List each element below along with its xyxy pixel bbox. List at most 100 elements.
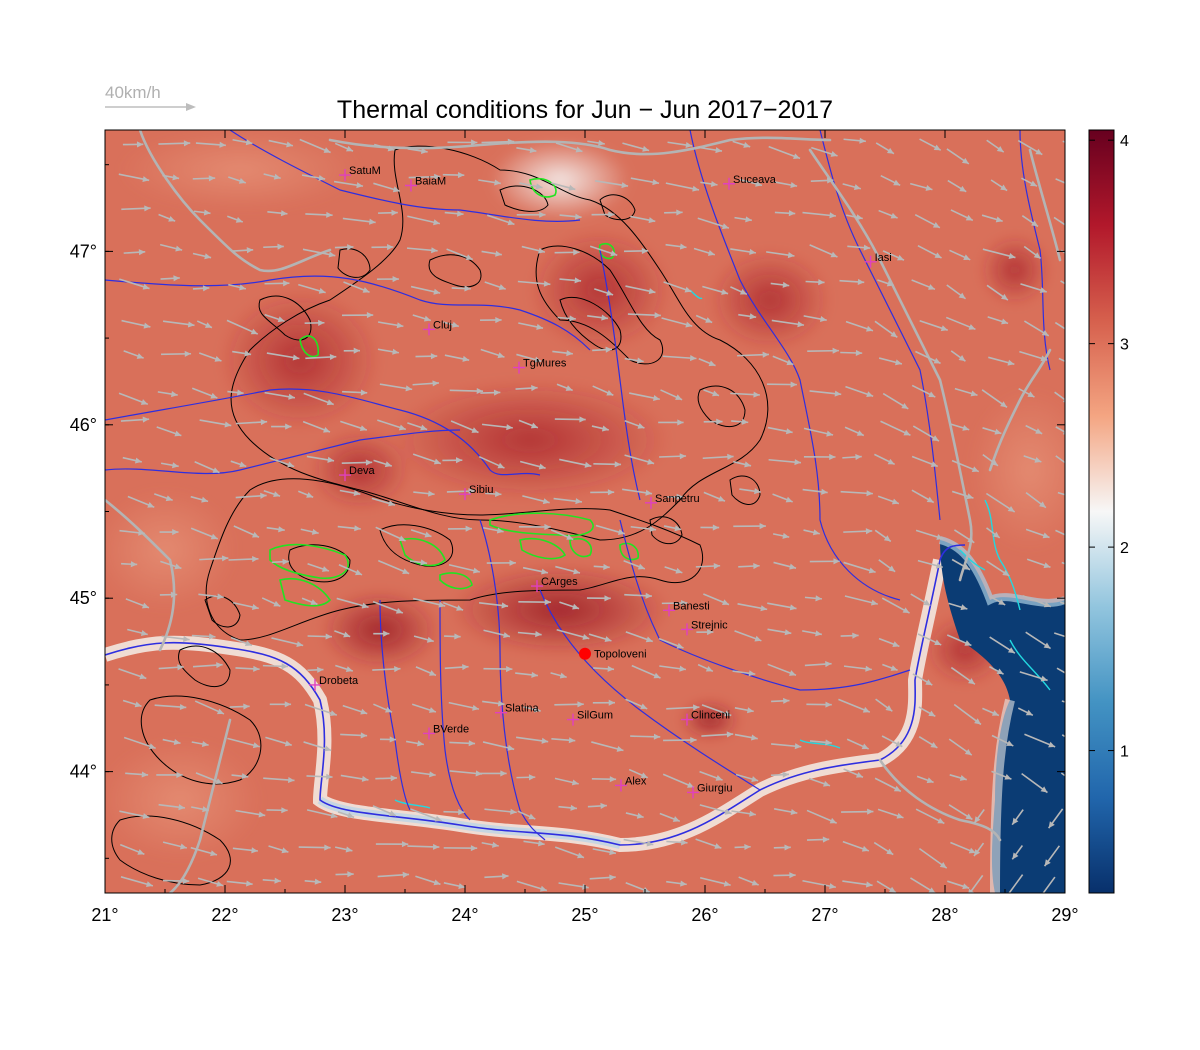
wind-arrowhead (1072, 184, 1079, 190)
wind-arrowhead (284, 701, 292, 708)
wind-arrowhead (967, 536, 975, 543)
wind-arrow (1054, 321, 1065, 330)
wind-arrowhead (420, 424, 428, 431)
wind-arrowhead (345, 846, 353, 853)
wind-arrowhead (870, 599, 878, 606)
wind-arrowhead (136, 141, 144, 148)
wind-arrowhead (788, 210, 796, 217)
thermal-field (105, 130, 1065, 860)
wind-arrowhead (428, 670, 436, 676)
wind-arrowhead (608, 699, 616, 706)
wind-arrowhead (754, 488, 761, 495)
wind-arrowhead (852, 632, 859, 639)
wind-arrowhead (726, 731, 734, 738)
wind-arrowhead (749, 810, 756, 817)
wind-arrowhead (141, 771, 149, 778)
x-tick-label: 26° (691, 905, 718, 925)
wind-arrowhead (786, 359, 794, 366)
wind-arrowhead (326, 773, 333, 780)
wind-arrowhead (1039, 501, 1046, 508)
wind-arrowhead (883, 535, 891, 542)
wind-arrowhead (723, 880, 731, 887)
wind-arrowhead (653, 672, 661, 679)
wind-arrowhead (432, 843, 440, 850)
city-marker (681, 713, 693, 726)
wind-arrowhead (1034, 456, 1042, 463)
wind-arrowhead (715, 147, 723, 154)
wind-arrowhead (1071, 675, 1078, 681)
wind-arrowhead (1043, 642, 1051, 649)
city-label: Topoloveni (594, 649, 647, 661)
wind-arrowhead (609, 874, 616, 881)
wind-arrowhead (541, 737, 549, 744)
wind-arrowhead (684, 286, 692, 293)
wind-arrowhead (609, 776, 617, 783)
wind-arrowhead (498, 284, 506, 290)
colorbar (1089, 130, 1114, 893)
city-label: Giurgiu (697, 782, 732, 794)
wind-arrowhead (139, 673, 147, 680)
wind-arrowhead (465, 254, 473, 260)
wind-arrowhead (790, 381, 797, 388)
latitude-axis: 44° 45° 46° 47° (70, 164, 1065, 859)
wind-arrowhead (895, 740, 903, 747)
wind-arrowhead (617, 529, 625, 535)
wind-arrowhead (537, 840, 545, 847)
wind-arrowhead (867, 808, 874, 815)
wind-arrowhead (1072, 228, 1079, 234)
city-marker (309, 678, 321, 691)
wind-arrowhead (428, 707, 436, 713)
wind-arrowhead (495, 250, 502, 257)
wind-arrowhead (974, 849, 981, 857)
wind-arrowhead (606, 389, 614, 396)
wind-arrowhead (928, 391, 936, 398)
x-tick-label: 24° (451, 905, 478, 925)
wind-arrowhead (204, 322, 212, 328)
wind-arrowhead (500, 770, 507, 777)
wind-arrowhead (384, 461, 392, 468)
wind-arrow (1056, 667, 1065, 674)
x-tick-label: 21° (91, 905, 118, 925)
wind-arrowhead (959, 185, 967, 192)
wind-arrowhead (1073, 740, 1080, 746)
wind-arrowhead (531, 385, 538, 392)
wind-arrowhead (497, 352, 505, 359)
x-tick-label: 22° (211, 905, 238, 925)
wind-arrowhead (468, 488, 475, 495)
wind-arrowhead (273, 173, 281, 180)
wind-arrowhead (962, 883, 970, 890)
wind-arrowhead (1043, 601, 1051, 608)
wind-arrowhead (888, 886, 896, 893)
wind-arrowhead (531, 671, 538, 678)
wind-arrowhead (314, 878, 322, 885)
wind-arrowhead (966, 493, 974, 500)
wind-arrowhead (886, 280, 894, 287)
wind-arrowhead (1072, 142, 1079, 148)
wind-arrowhead (398, 535, 406, 542)
wind-arrowhead (136, 353, 144, 359)
wind-arrowhead (173, 739, 181, 745)
wind-arrowhead (172, 529, 179, 536)
wind-arrowhead (712, 390, 720, 397)
wind-arrowhead (458, 809, 465, 816)
wind-arrowhead (928, 710, 936, 717)
wind-arrowhead (744, 461, 752, 468)
wind-arrowhead (937, 817, 945, 824)
wind-arrowhead (739, 288, 747, 295)
wind-arrowhead (933, 357, 941, 364)
wind-arrowhead (1033, 252, 1041, 259)
wind-arrowhead (140, 399, 148, 405)
wind-arrowhead (705, 665, 713, 672)
wind-arrowhead (244, 350, 252, 357)
wind-arrowhead (1007, 505, 1015, 512)
wind-arrowhead (318, 319, 325, 326)
wind-arrowhead (928, 284, 935, 290)
wind-arrowhead (961, 157, 969, 164)
wind-arrowhead (645, 489, 653, 496)
wind-arrowhead (1001, 318, 1009, 325)
wind-arrowhead (890, 331, 898, 338)
wind-arrowhead (830, 151, 838, 157)
wind-arrowhead (559, 672, 567, 679)
wind-arrowhead (830, 251, 838, 258)
wind-arrowhead (677, 419, 684, 426)
